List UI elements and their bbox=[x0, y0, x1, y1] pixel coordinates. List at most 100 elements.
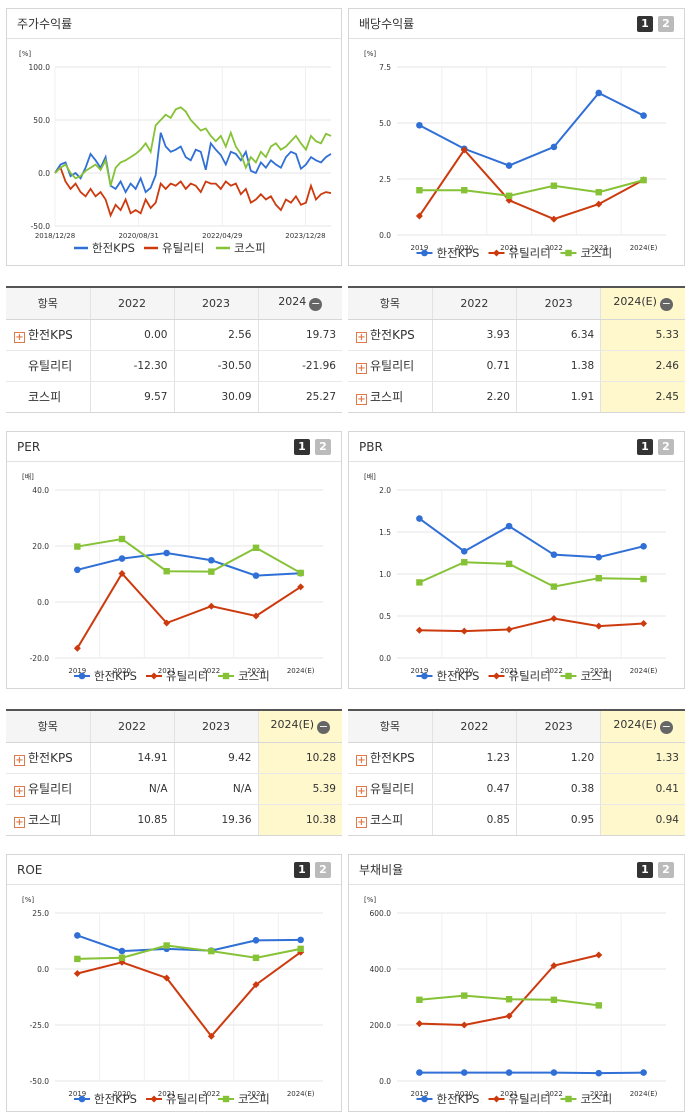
value-cell: 1.23 bbox=[431, 742, 517, 774]
series-2 bbox=[74, 535, 304, 577]
legend-item[interactable]: 유틸리티 bbox=[144, 241, 204, 255]
legend-item[interactable]: 한전KPS bbox=[74, 669, 137, 683]
y-tick-label: -50.0 bbox=[31, 222, 51, 231]
square-marker-3 bbox=[208, 947, 215, 955]
row-label: 한전KPS bbox=[370, 751, 415, 765]
x-tick-label: 2019 bbox=[411, 244, 429, 252]
row-name-cell: + 유틸리티 bbox=[6, 773, 90, 805]
circle-marker-0 bbox=[416, 1069, 423, 1076]
circle-marker-0 bbox=[416, 515, 423, 522]
series-1 bbox=[415, 615, 648, 635]
row-name-cell: + 유틸리티 bbox=[348, 773, 433, 805]
legend-item[interactable]: 코스피 bbox=[560, 246, 613, 260]
diamond-marker-3 bbox=[550, 962, 558, 970]
square-marker-1 bbox=[461, 992, 468, 999]
circle-marker-5 bbox=[297, 936, 304, 944]
legend-item[interactable]: 코스피 bbox=[218, 669, 270, 683]
header-year: 2024(E) − bbox=[257, 711, 342, 743]
header-year: 2023 bbox=[515, 711, 601, 743]
square-marker-0 bbox=[416, 579, 423, 586]
legend-item[interactable]: 코스피 bbox=[560, 669, 613, 683]
legend-item[interactable]: 유틸리티 bbox=[488, 1092, 551, 1106]
circle-marker-4 bbox=[252, 572, 260, 579]
page-2-button[interactable]: 2 bbox=[315, 862, 331, 878]
collapse-icon[interactable]: − bbox=[659, 297, 673, 312]
header-year: 2023 bbox=[173, 711, 258, 743]
expand-icon[interactable]: + bbox=[356, 363, 367, 374]
series-line bbox=[419, 561, 644, 588]
header-label: 2023 bbox=[202, 296, 230, 310]
page-1-button[interactable]: 1 bbox=[637, 16, 653, 32]
y-tick-label: 200.0 bbox=[370, 1021, 392, 1030]
square-marker-5 bbox=[640, 575, 647, 583]
page-1-button[interactable]: 1 bbox=[294, 439, 310, 455]
collapse-icon[interactable]: − bbox=[309, 297, 323, 312]
value-cell: 30.09 bbox=[173, 381, 258, 412]
legend-item[interactable]: 코스피 bbox=[216, 241, 266, 255]
circle-marker-1 bbox=[460, 548, 468, 555]
expand-icon[interactable]: + bbox=[356, 817, 367, 829]
expand-icon[interactable]: + bbox=[14, 817, 25, 829]
expand-icon[interactable]: + bbox=[356, 332, 367, 343]
page-1-button[interactable]: 1 bbox=[637, 862, 653, 878]
diamond-marker-5 bbox=[297, 583, 305, 591]
page-2-button[interactable]: 2 bbox=[658, 439, 674, 455]
collapse-icon[interactable]: − bbox=[317, 720, 331, 735]
legend-item[interactable]: 한전KPS bbox=[74, 1092, 137, 1106]
y-tick-label: 50.0 bbox=[33, 116, 50, 125]
legend-item[interactable]: 한전KPS bbox=[416, 1092, 480, 1106]
series-2 bbox=[416, 992, 602, 1009]
header-item: 항목 bbox=[348, 288, 433, 320]
collapse-icon[interactable]: − bbox=[659, 720, 673, 735]
legend-item[interactable]: 한전KPS bbox=[74, 241, 135, 255]
expand-icon[interactable]: + bbox=[14, 332, 25, 343]
square-marker-0 bbox=[74, 955, 81, 963]
series-line bbox=[77, 944, 301, 960]
row-name-cell: + 코스피 bbox=[348, 381, 432, 412]
value-cell: 1.38 bbox=[515, 350, 601, 382]
circle-marker-1 bbox=[118, 555, 126, 562]
expand-icon[interactable]: + bbox=[356, 786, 367, 797]
legend-item[interactable]: 유틸리티 bbox=[146, 669, 208, 683]
expand-icon[interactable]: + bbox=[356, 755, 367, 766]
panel-title: 주가수익률 bbox=[7, 9, 341, 39]
diamond-marker-3 bbox=[207, 1032, 215, 1040]
square-marker-1 bbox=[118, 535, 126, 543]
page-1-button[interactable]: 1 bbox=[294, 862, 310, 878]
table-row: 유틸리티 -12.30 -30.50 -21.96 bbox=[6, 350, 342, 382]
legend-label: 유틸리티 bbox=[162, 241, 204, 255]
legend-item[interactable]: 한전KPS bbox=[416, 246, 480, 260]
legend-item[interactable]: 한전KPS bbox=[416, 669, 480, 683]
header-year: 2024(E) − bbox=[600, 288, 685, 320]
square-marker-2 bbox=[163, 942, 170, 949]
x-tick-label: 2020 bbox=[455, 1090, 473, 1098]
x-tick-label: 2020/08/31 bbox=[118, 232, 158, 240]
page-1-button[interactable]: 1 bbox=[637, 439, 653, 455]
expand-icon[interactable]: + bbox=[14, 786, 25, 797]
table-row: + 한전KPS 1.23 1.20 1.33 bbox=[348, 742, 685, 774]
circle-marker-0 bbox=[416, 121, 423, 129]
legend-item[interactable]: 코스피 bbox=[218, 1092, 270, 1106]
value-cell: 2.46 bbox=[600, 350, 685, 382]
circle-marker-5 bbox=[640, 112, 647, 119]
row-name-cell: + 코스피 bbox=[6, 804, 90, 835]
expand-icon[interactable]: + bbox=[356, 394, 367, 406]
page-2-button[interactable]: 2 bbox=[658, 16, 674, 32]
legend-item[interactable]: 유틸리티 bbox=[488, 669, 551, 683]
circle-marker-5 bbox=[640, 542, 647, 550]
header-year: 2022 bbox=[431, 711, 517, 743]
legend-item[interactable]: 코스피 bbox=[560, 1092, 613, 1106]
circle-marker-2 bbox=[505, 162, 513, 169]
expand-icon[interactable]: + bbox=[14, 755, 25, 766]
per-chart: [배] 40.0 20.0 0.0 -20.0 2019 2020 2021 2022 2023 2… bbox=[22, 472, 323, 683]
roe-chart: [%] 25.0 0.0 -25.0 -50.0 2019 2020 2021 2022 2023… bbox=[22, 896, 323, 1106]
legend-item[interactable]: 유틸리티 bbox=[488, 246, 551, 260]
legend-item[interactable]: 유틸리티 bbox=[146, 1092, 208, 1106]
row-name-cell: + 한전KPS bbox=[6, 742, 90, 774]
value-cell: N/A bbox=[89, 773, 174, 805]
page-2-button[interactable]: 2 bbox=[315, 439, 331, 455]
diamond-marker-4 bbox=[595, 200, 603, 208]
page-2-button[interactable]: 2 bbox=[658, 862, 674, 878]
